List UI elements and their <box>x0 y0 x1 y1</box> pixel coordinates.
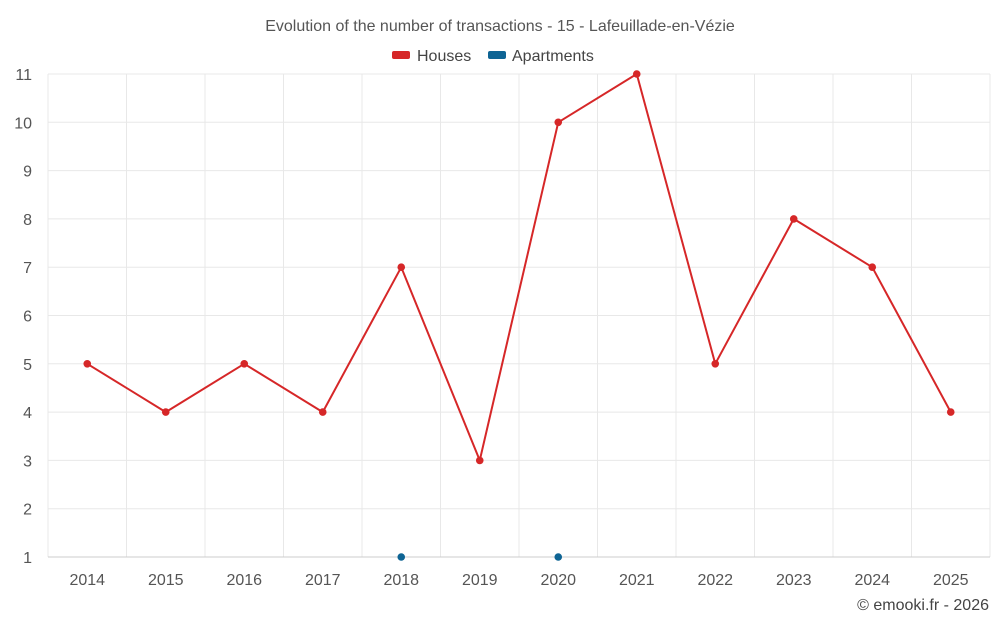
x-tick-label: 2019 <box>462 572 498 589</box>
x-tick-label: 2024 <box>854 572 890 589</box>
point-houses-2016[interactable] <box>240 360 249 368</box>
point-houses-2022[interactable] <box>711 360 720 368</box>
y-axis-ticks: 1 2 3 4 5 6 7 8 9 10 11 <box>14 67 32 567</box>
point-houses-2015[interactable] <box>161 408 170 416</box>
x-tick-label: 2017 <box>305 572 341 589</box>
x-tick-label: 2025 <box>933 572 969 589</box>
point-houses-2017[interactable] <box>318 408 327 416</box>
y-tick-label: 5 <box>23 357 32 374</box>
chart-title: Evolution of the number of transactions … <box>265 18 735 35</box>
point-apartments-2018[interactable] <box>397 553 406 561</box>
series <box>83 70 955 561</box>
x-tick-label: 2022 <box>697 572 733 589</box>
y-tick-label: 3 <box>23 453 32 470</box>
legend[interactable]: Houses Apartments <box>392 48 594 65</box>
grid <box>47 73 991 558</box>
point-houses-2023[interactable] <box>789 215 798 223</box>
point-houses-2018[interactable] <box>397 263 406 272</box>
point-apartments-2020[interactable] <box>554 553 563 561</box>
series-line-houses <box>86 73 952 462</box>
legend-apartments-label[interactable]: Apartments <box>512 48 594 65</box>
y-tick-label: 2 <box>23 502 32 519</box>
y-tick-label: 10 <box>14 115 32 132</box>
y-tick-label: 1 <box>23 550 32 567</box>
x-tick-label: 2016 <box>226 572 262 589</box>
credit-text: © emooki.fr - 2026 <box>857 597 989 614</box>
x-tick-label: 2020 <box>540 572 576 589</box>
point-houses-2025[interactable] <box>946 408 955 416</box>
y-tick-label: 8 <box>23 212 32 229</box>
x-tick-label: 2014 <box>69 572 105 589</box>
legend-houses-swatch <box>392 51 410 59</box>
point-houses-2020[interactable] <box>554 118 563 127</box>
x-axis-ticks: 2014 2015 2016 2017 2018 2019 2020 2021 2022 2023… <box>69 572 968 589</box>
point-houses-2019[interactable] <box>475 456 484 465</box>
y-tick-label: 9 <box>23 164 32 181</box>
y-tick-label: 11 <box>15 67 32 84</box>
y-tick-label: 4 <box>23 405 32 422</box>
point-houses-2014[interactable] <box>83 360 92 368</box>
y-tick-label: 7 <box>23 260 32 277</box>
point-houses-2024[interactable] <box>868 263 877 272</box>
x-tick-label: 2021 <box>619 572 655 589</box>
y-tick-label: 6 <box>23 309 32 326</box>
legend-apartments-swatch <box>488 51 506 59</box>
x-tick-label: 2015 <box>148 572 184 589</box>
x-tick-label: 2018 <box>383 572 419 589</box>
x-tick-label: 2023 <box>776 572 812 589</box>
legend-houses-label[interactable]: Houses <box>417 48 471 65</box>
point-houses-2021[interactable] <box>632 70 641 78</box>
